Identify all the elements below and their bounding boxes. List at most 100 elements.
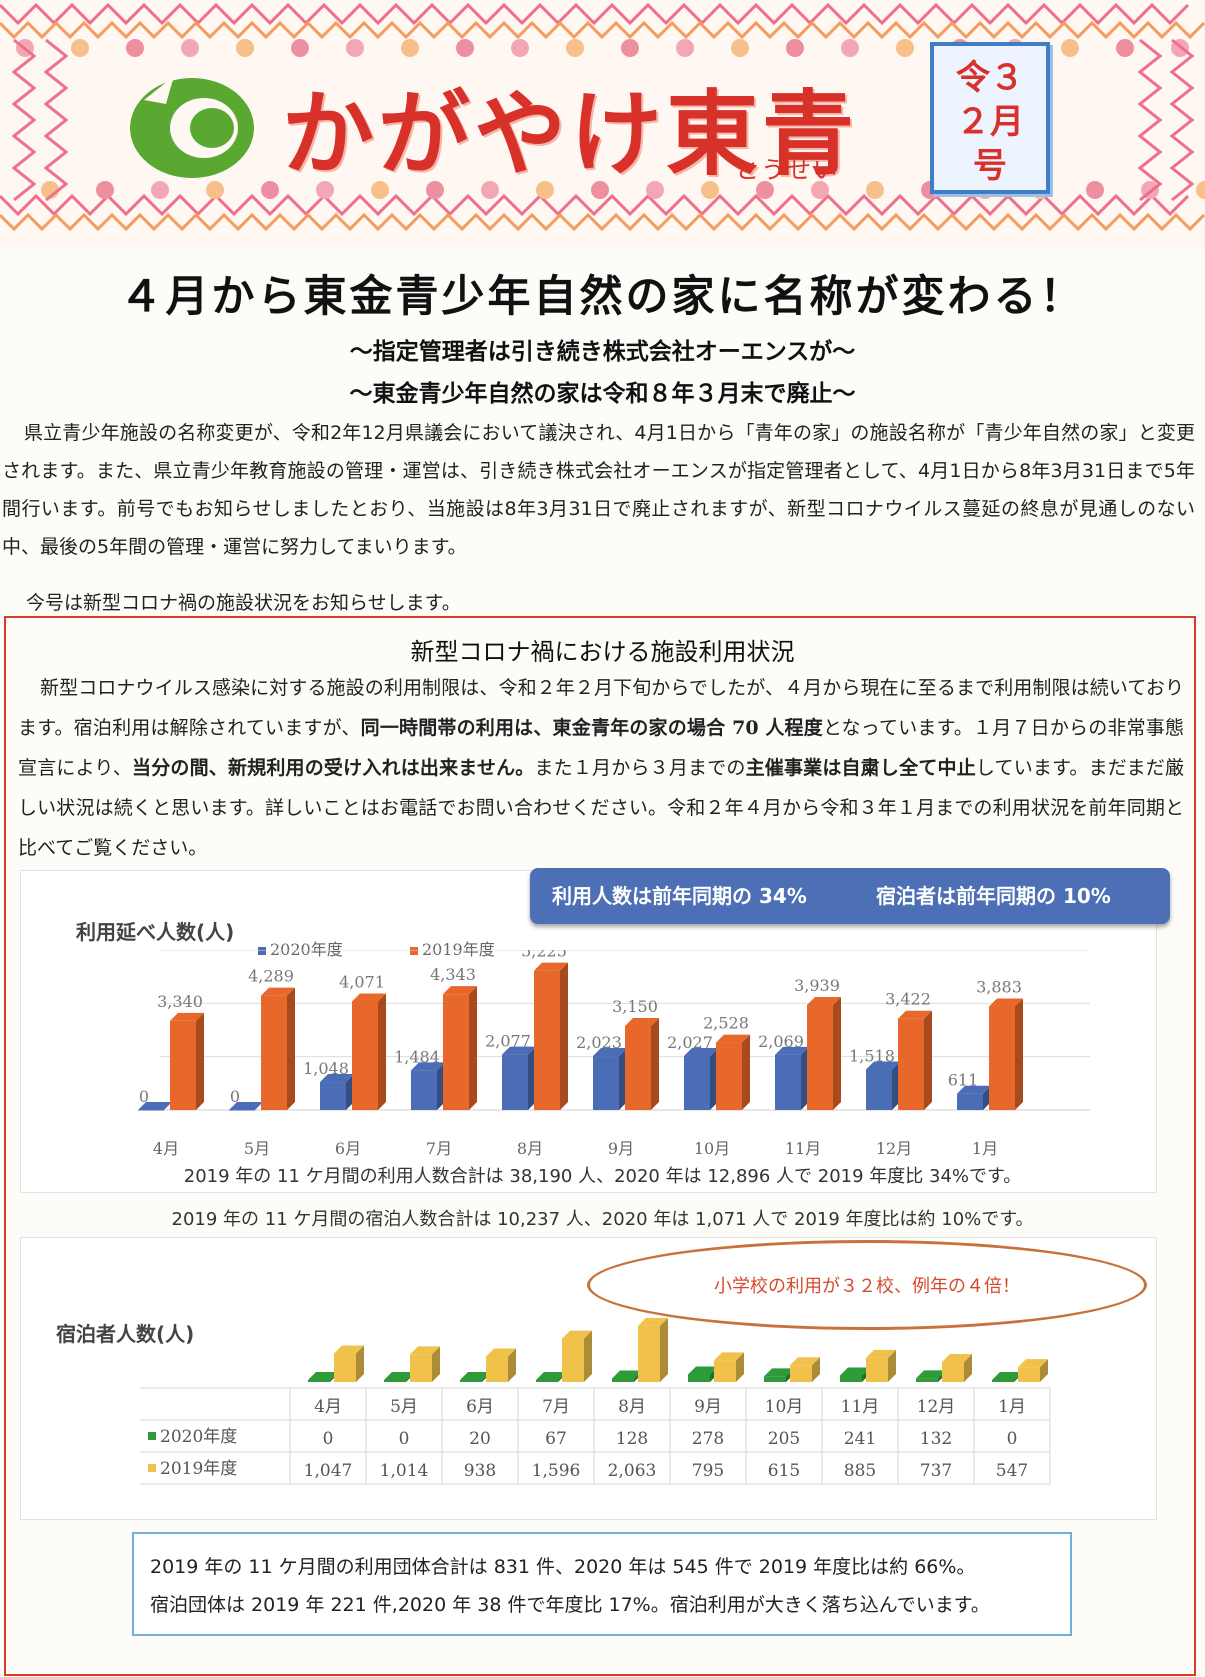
stay-legend-swatch-2019 (148, 1464, 156, 1472)
group-note-line-1: 2019 年の 11 ケ月間の利用団体合計は 831 件、2020 年は 545… (150, 1556, 976, 1578)
issue-suffix: 号 (973, 146, 1007, 186)
zigzag-top-a (0, 2, 1190, 26)
masthead-banner: かがやけ東青 とうせい 令３ ２月 号 (0, 0, 1205, 248)
logo-icon (130, 76, 254, 178)
usage-label-2019: 5,225 (521, 950, 567, 961)
stay-bar-2019-side (584, 1330, 592, 1382)
stay-bar-2019-side (812, 1357, 820, 1382)
box-text-part: 新型コロナウイルス感染に対する施設の利用制限は、令和２年２月下旬からでしたが、４… (18, 677, 1184, 739)
stay-bar-2020-top (840, 1367, 870, 1376)
stay-x-tick: 9月 (694, 1397, 722, 1417)
stay-bar-2020-front (536, 1380, 558, 1382)
stay-value-2020: 278 (692, 1429, 724, 1449)
dot-top (896, 39, 914, 57)
stay-bar-2019-side (508, 1348, 516, 1382)
usage-bar-2020-front (138, 1110, 164, 1111)
usage-bar-2020 (411, 1062, 445, 1110)
dot-top (291, 39, 309, 57)
dot-top (621, 39, 639, 57)
usage-bar-2019-side (742, 1034, 750, 1110)
stay-x-tick: 8月 (618, 1397, 646, 1417)
dot-bottom (1086, 181, 1104, 199)
stay-bar-2020-front (688, 1374, 710, 1382)
usage-label-2020: 1,484 (394, 1047, 440, 1066)
intro-note: 今号は新型コロナ禍の施設状況をお知らせします。 (26, 592, 461, 614)
stay-value-2019: 1,596 (532, 1461, 581, 1481)
dot-bottom (96, 181, 114, 199)
usage-bar-2019 (989, 998, 1023, 1110)
usage-bar-2020-top (320, 1074, 354, 1083)
usage-bar-2020 (502, 1046, 536, 1110)
stay-bar-2019-side (964, 1353, 972, 1382)
dot-bottom (866, 181, 884, 199)
dot-top (786, 39, 804, 57)
dot-top (236, 39, 254, 57)
stay-value-2020: 241 (844, 1429, 876, 1449)
title-ruby: とうせい (735, 156, 839, 184)
usage-label-2020: 2,027 (667, 1033, 713, 1052)
usage-bar-2019-front (170, 1020, 196, 1110)
usage-bar-2020-front (411, 1070, 437, 1110)
stay-bar-2019-top (1018, 1359, 1048, 1368)
stay-bar-2019-top (714, 1352, 744, 1361)
dot-bottom (811, 181, 829, 199)
dot-top (71, 39, 89, 57)
box-text-part: また１月から３月までの (534, 757, 746, 779)
usage-bar-2019-front (989, 1006, 1015, 1110)
stay-value-2020: 128 (616, 1429, 648, 1449)
stay-bar-2020 (992, 1372, 1022, 1382)
zigzag-bottom-b (0, 212, 1205, 232)
stay-value-2020: 0 (323, 1429, 334, 1449)
stay-bar-2019 (942, 1353, 972, 1382)
stay-bar-2020 (840, 1367, 870, 1382)
box-paragraph: 新型コロナウイルス感染に対する施設の利用制限は、令和２年２月下旬からでしたが、４… (18, 668, 1184, 868)
dot-top (401, 39, 419, 57)
stay-bar-2019-top (790, 1357, 820, 1366)
stay-bar-2019-side (1040, 1359, 1048, 1382)
usage-bar-2019-top (170, 1012, 204, 1021)
stay-bar-2019 (334, 1345, 364, 1382)
usage-label-2019: 4,289 (248, 967, 294, 986)
zigzag-border-decoration (0, 2, 1205, 232)
stay-bar-2020-top (916, 1370, 946, 1379)
stay-value-2019: 1,047 (304, 1461, 353, 1481)
usage-label-2019: 4,071 (339, 972, 385, 991)
dot-top (1061, 39, 1079, 57)
dot-bottom (426, 181, 444, 199)
usage-x-tick: 5月 (244, 1139, 270, 1158)
box-title: 新型コロナ禍における施設利用状況 (410, 638, 795, 666)
usage-label-2019: 2,528 (703, 1014, 749, 1033)
usage-bar-2019-front (352, 1001, 378, 1110)
stay-bar-2020-top (536, 1372, 566, 1380)
stay-bar-2020-front (992, 1380, 1014, 1382)
stay-bar-2019 (866, 1349, 896, 1382)
stay-bar-2020 (688, 1366, 718, 1382)
usage-bar-2019 (170, 1012, 204, 1110)
usage-x-tick: 4月 (153, 1139, 179, 1158)
usage-label-2020: 1,048 (303, 1059, 349, 1078)
usage-bar-2019-side (651, 1018, 659, 1110)
stay-x-tick: 7月 (542, 1397, 570, 1417)
stay-bar-2020-top (688, 1366, 718, 1375)
stay-bar-2020-top (764, 1368, 794, 1377)
dot-top (676, 39, 694, 57)
usage-label-2020: 2,069 (758, 1032, 804, 1051)
zigzag-left-inner (43, 38, 69, 202)
usage-bar-2020-top (411, 1062, 445, 1071)
usage-label-2020: 2,023 (576, 1033, 622, 1052)
usage-callout: 利用人数は前年同期の 34% 宿泊者は前年同期の 10% (530, 868, 1170, 924)
usage-bar-2019 (716, 1034, 750, 1110)
usage-bar-2019-front (898, 1018, 924, 1110)
stay-legend-2020: 2020年度 (160, 1427, 237, 1447)
usage-label-2019: 3,422 (885, 990, 931, 1009)
stay-chart-title: 宿泊者人数(人) (56, 1322, 195, 1346)
usage-bar-2019-front (625, 1026, 651, 1110)
issue-badge: 令３ ２月 号 (930, 42, 1050, 194)
dot-bottom (1196, 181, 1205, 199)
stay-bar-2019-top (410, 1346, 440, 1355)
usage-bar-2020 (320, 1074, 354, 1110)
stay-bar-2020 (460, 1372, 490, 1382)
usage-bar-2019-top (534, 962, 568, 971)
box-text-emphasis: 当分の間、新規利用の受け入れは出来ません。 (132, 757, 535, 779)
stay-bar-2019-side (888, 1349, 896, 1382)
